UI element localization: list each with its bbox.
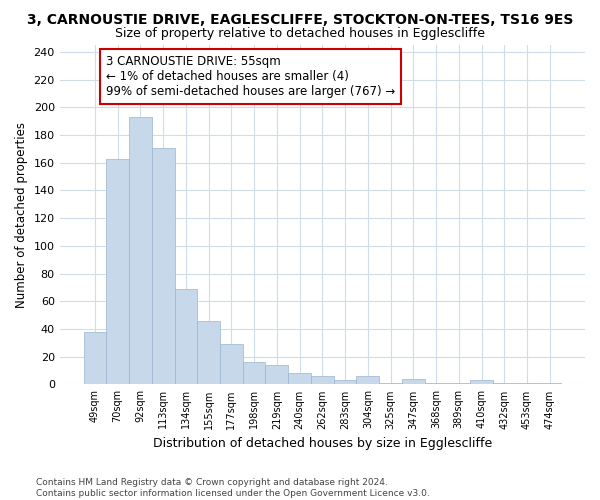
Bar	[515, 383, 538, 384]
Bar	[175, 289, 197, 384]
Bar	[448, 383, 470, 384]
Bar	[265, 365, 288, 384]
Bar	[493, 383, 515, 384]
Bar	[197, 320, 220, 384]
Bar	[402, 379, 425, 384]
Bar	[425, 383, 448, 384]
Text: 3 CARNOUSTIE DRIVE: 55sqm
← 1% of detached houses are smaller (4)
99% of semi-de: 3 CARNOUSTIE DRIVE: 55sqm ← 1% of detach…	[106, 54, 395, 98]
Bar	[356, 376, 379, 384]
Bar	[470, 380, 493, 384]
Bar	[334, 380, 356, 384]
Bar	[379, 383, 402, 384]
Bar	[243, 362, 265, 384]
Bar	[538, 383, 561, 384]
Bar	[83, 332, 106, 384]
Y-axis label: Number of detached properties: Number of detached properties	[15, 122, 28, 308]
Bar	[129, 117, 152, 384]
Text: 3, CARNOUSTIE DRIVE, EAGLESCLIFFE, STOCKTON-ON-TEES, TS16 9ES: 3, CARNOUSTIE DRIVE, EAGLESCLIFFE, STOCK…	[27, 12, 573, 26]
Bar	[311, 376, 334, 384]
X-axis label: Distribution of detached houses by size in Egglescliffe: Distribution of detached houses by size …	[153, 437, 492, 450]
Bar	[220, 344, 243, 385]
Bar	[106, 158, 129, 384]
Bar	[288, 374, 311, 384]
Text: Size of property relative to detached houses in Egglescliffe: Size of property relative to detached ho…	[115, 28, 485, 40]
Bar	[152, 148, 175, 384]
Text: Contains HM Land Registry data © Crown copyright and database right 2024.
Contai: Contains HM Land Registry data © Crown c…	[36, 478, 430, 498]
